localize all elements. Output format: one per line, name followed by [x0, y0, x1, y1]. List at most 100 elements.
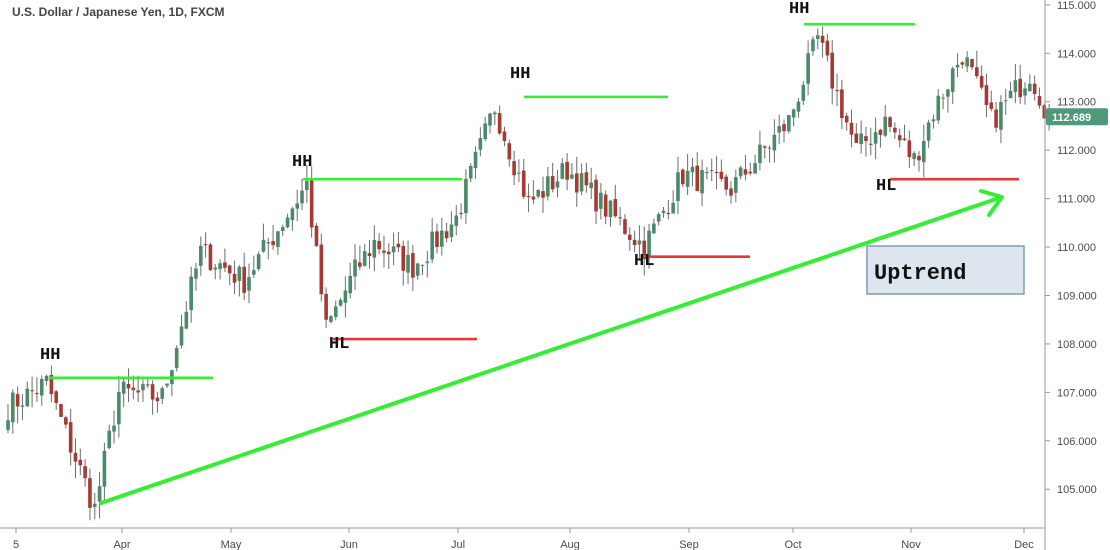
candle-body: [473, 151, 478, 169]
candle: [459, 203, 463, 220]
candle-body: [787, 115, 791, 132]
candle: [796, 97, 801, 118]
candle: [64, 415, 68, 429]
candle: [661, 207, 666, 218]
candle: [184, 301, 189, 329]
candle-body: [888, 117, 892, 127]
candle: [1023, 82, 1027, 105]
candle-body: [637, 240, 642, 245]
candle-body: [252, 270, 256, 275]
candle: [594, 174, 598, 224]
candle-body: [464, 178, 468, 214]
candle: [218, 259, 222, 280]
time-tick-label: Apr: [113, 539, 130, 550]
candle-body: [112, 425, 116, 432]
candle: [888, 115, 892, 133]
candle: [295, 189, 299, 221]
candle-body: [121, 381, 126, 394]
candle: [338, 297, 343, 307]
candle: [734, 169, 738, 203]
candle: [35, 377, 39, 402]
candle: [309, 166, 314, 238]
candle: [406, 240, 410, 284]
time-tick-label: Jun: [340, 539, 358, 550]
candle-body: [878, 129, 883, 135]
candle: [970, 58, 974, 70]
price-tick-label: 107.000: [1057, 387, 1097, 399]
candle: [647, 223, 651, 269]
higher-low-label: HL: [876, 177, 896, 196]
candle-body: [599, 192, 603, 209]
candle-body: [285, 217, 290, 228]
candle-body: [840, 89, 844, 119]
candle: [897, 128, 902, 148]
candle-body: [652, 223, 656, 234]
candle-body: [608, 200, 613, 217]
candle: [30, 376, 34, 408]
price-tick-label: 110.000: [1057, 242, 1096, 254]
candle: [1013, 63, 1018, 104]
higher-low-label: HL: [634, 252, 654, 271]
candle: [92, 492, 97, 520]
candle-body: [613, 199, 618, 217]
candle-body: [1013, 80, 1018, 92]
candle: [878, 128, 883, 148]
price-tick-label: 114.000: [1057, 48, 1096, 60]
candle: [20, 394, 25, 421]
candle-body: [11, 392, 15, 423]
candle: [83, 459, 87, 487]
candle-body: [468, 165, 473, 179]
higher-high-label: HH: [292, 153, 312, 172]
candle-body: [724, 176, 728, 190]
candle-body: [208, 244, 213, 271]
candle: [560, 158, 565, 180]
candle-body: [700, 169, 704, 194]
time-tick-label: Oct: [784, 539, 801, 550]
candle: [401, 240, 406, 286]
candle-body: [305, 181, 309, 191]
candle: [840, 79, 844, 130]
candle-body: [844, 115, 849, 123]
candle: [666, 199, 671, 220]
candle-body: [796, 101, 801, 112]
candle: [372, 225, 377, 272]
candle: [709, 158, 714, 182]
candle: [946, 88, 950, 113]
candle: [15, 386, 20, 424]
candle: [88, 468, 92, 521]
candle: [902, 124, 907, 141]
candle: [719, 159, 724, 182]
candle: [950, 66, 955, 105]
candle: [690, 157, 695, 187]
candle-body: [92, 503, 97, 507]
candle-body: [849, 122, 854, 135]
candle-body: [656, 214, 661, 222]
candle-body: [806, 53, 810, 84]
candle: [107, 424, 112, 450]
price-tick-label: 108.000: [1057, 339, 1097, 351]
candle: [825, 33, 830, 62]
candle-body: [213, 267, 218, 270]
candle-body: [309, 178, 314, 228]
candle: [454, 205, 459, 236]
candle: [989, 90, 994, 112]
candle: [227, 264, 232, 286]
candle: [994, 101, 998, 133]
candle: [811, 36, 815, 56]
candle-body: [145, 384, 150, 386]
candle-body: [49, 375, 54, 395]
candle: [252, 255, 256, 278]
chart-title: U.S. Dollar / Japanese Yen, 1D, FXCM: [12, 5, 225, 19]
candle: [531, 180, 536, 205]
candles-group: [6, 26, 1051, 521]
candle-body: [333, 306, 338, 317]
candle: [738, 165, 743, 180]
candle-body: [1037, 96, 1042, 106]
annotation-overlays: HH HH HH HH HL HL HL: [40, 0, 1019, 505]
candle-body: [459, 212, 463, 214]
candle-body: [199, 245, 203, 266]
candle-body: [695, 165, 700, 192]
candle-body: [97, 486, 102, 502]
candle-body: [979, 76, 984, 88]
candle: [772, 119, 777, 163]
